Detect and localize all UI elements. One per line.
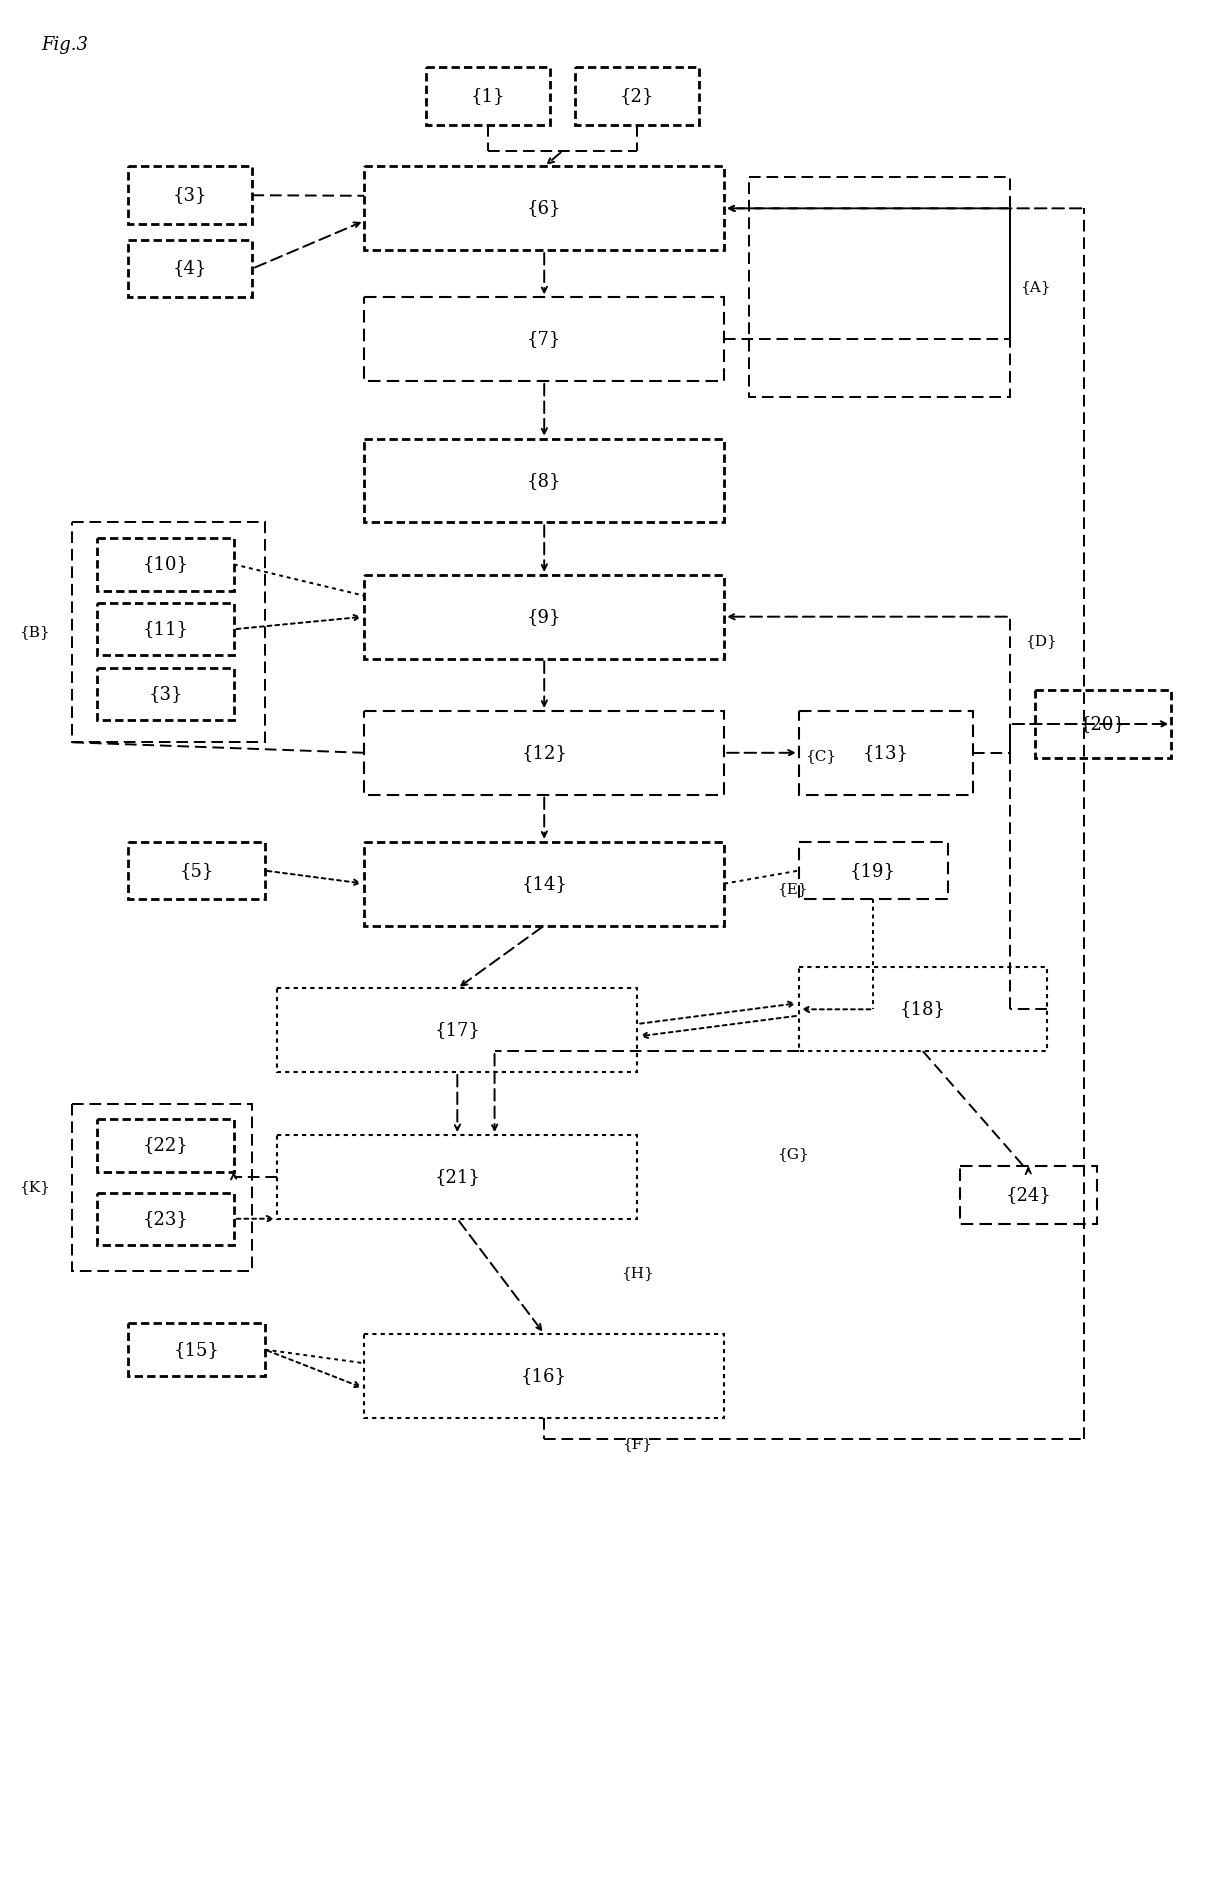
Bar <box>426 66 550 125</box>
Bar <box>799 712 973 795</box>
Text: {23}: {23} <box>142 1210 189 1229</box>
Text: {20}: {20} <box>1080 716 1126 733</box>
Text: {12}: {12} <box>522 744 567 761</box>
Text: {3}: {3} <box>173 186 208 204</box>
Bar <box>129 167 252 223</box>
Bar <box>960 1166 1096 1225</box>
Bar <box>364 575 724 659</box>
Text: {D}: {D} <box>1024 634 1056 647</box>
Text: {16}: {16} <box>521 1367 567 1386</box>
Text: {8}: {8} <box>527 471 561 490</box>
Text: {H}: {H} <box>621 1266 654 1280</box>
Bar <box>129 842 265 899</box>
Text: {6}: {6} <box>527 199 561 218</box>
Bar <box>97 1193 234 1246</box>
Text: {9}: {9} <box>527 608 561 627</box>
Text: {3}: {3} <box>148 685 183 702</box>
Text: {A}: {A} <box>1019 280 1050 293</box>
Bar <box>277 1136 637 1219</box>
Bar <box>799 842 948 899</box>
Bar <box>129 1323 265 1376</box>
Bar <box>748 176 1009 398</box>
Bar <box>576 66 699 125</box>
Bar <box>364 439 724 522</box>
Bar <box>364 1335 724 1418</box>
Text: {13}: {13} <box>862 744 909 761</box>
Text: {E}: {E} <box>777 882 807 895</box>
Text: {22}: {22} <box>142 1136 189 1155</box>
Bar <box>799 967 1047 1051</box>
Text: {17}: {17} <box>435 1020 480 1039</box>
Bar <box>97 604 234 655</box>
Text: {15}: {15} <box>174 1340 219 1359</box>
Text: {7}: {7} <box>527 329 561 348</box>
Bar <box>277 988 637 1071</box>
Bar <box>364 712 724 795</box>
Text: {24}: {24} <box>1006 1187 1051 1204</box>
Text: {2}: {2} <box>620 87 654 104</box>
Text: Fig.3: Fig.3 <box>42 36 88 53</box>
Text: {18}: {18} <box>900 1000 946 1018</box>
Text: {21}: {21} <box>435 1168 480 1185</box>
Bar <box>364 167 724 250</box>
Text: {19}: {19} <box>850 861 897 880</box>
Bar <box>97 668 234 721</box>
Text: {5}: {5} <box>179 861 214 880</box>
Bar <box>72 1104 252 1270</box>
Text: {11}: {11} <box>142 621 189 638</box>
Text: {G}: {G} <box>777 1147 808 1160</box>
Bar <box>97 538 234 591</box>
Text: {K}: {K} <box>20 1181 50 1194</box>
Text: {10}: {10} <box>142 555 189 574</box>
Text: {C}: {C} <box>805 750 835 763</box>
Text: {F}: {F} <box>622 1437 653 1450</box>
Bar <box>129 240 252 297</box>
Text: {4}: {4} <box>173 259 207 278</box>
Bar <box>72 522 265 742</box>
Bar <box>1035 689 1171 757</box>
Bar <box>364 842 724 926</box>
Bar <box>97 1119 234 1172</box>
Text: {1}: {1} <box>472 87 506 104</box>
Text: {B}: {B} <box>20 625 50 640</box>
Bar <box>364 297 724 380</box>
Text: {14}: {14} <box>522 875 567 893</box>
